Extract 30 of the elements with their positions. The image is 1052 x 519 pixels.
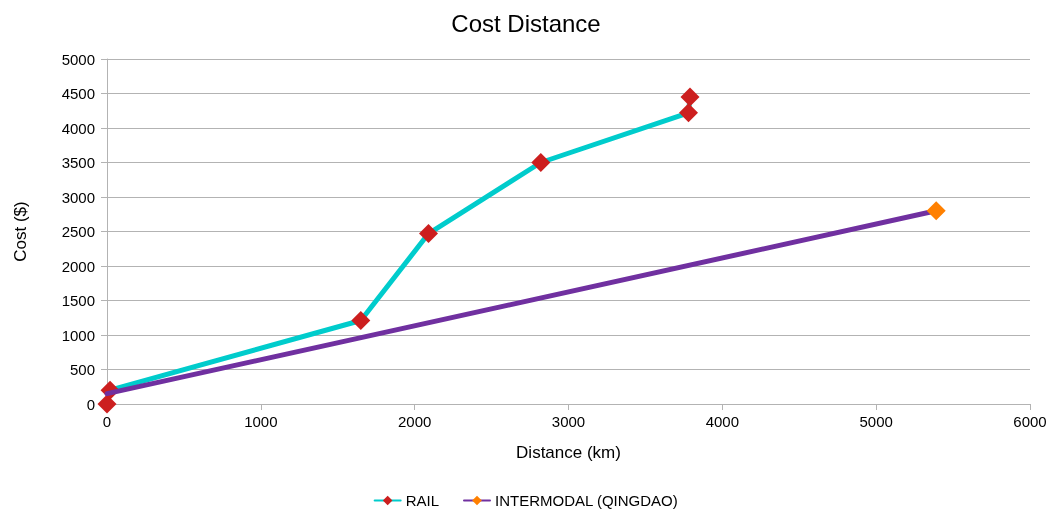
point (680, 87, 700, 107)
x-tick-label: 5000 (859, 413, 893, 430)
y-tick-label: 3500 (61, 154, 95, 171)
y-tick-label: 2000 (61, 257, 95, 275)
point (351, 311, 371, 331)
x-tick-label: 6000 (1013, 413, 1047, 430)
x-tick-label: 4000 (705, 413, 740, 430)
point (419, 224, 439, 244)
y-tick-label: 500 (69, 361, 95, 378)
point (678, 103, 698, 123)
legend-label: INTERMODAL (QINGDAO) (495, 492, 678, 509)
y-tick-label: 2500 (61, 223, 95, 240)
y-tick-label: 1000 (61, 326, 95, 344)
x-tick-label: 0 (102, 413, 112, 430)
y-tick-label: 4000 (61, 119, 95, 137)
point (97, 394, 117, 414)
y-tick-label: 0 (86, 395, 95, 413)
legend-label: RAIL (405, 492, 440, 509)
y-tick-label: 1500 (61, 292, 95, 309)
y-tick-label: 3000 (61, 188, 95, 206)
point (926, 201, 946, 221)
x-tick-label: 2000 (397, 413, 432, 430)
x-tick-label: 3000 (551, 413, 586, 430)
y-tick-label: 4500 (61, 85, 95, 102)
y-axis-title: Cost ($) (11, 201, 30, 262)
x-axis-title: Distance (km) (516, 443, 621, 462)
point (531, 153, 551, 172)
y-tick-label: 5000 (61, 50, 95, 68)
chart-title: Cost Distance (451, 9, 601, 37)
x-tick-label: 1000 (244, 413, 278, 430)
